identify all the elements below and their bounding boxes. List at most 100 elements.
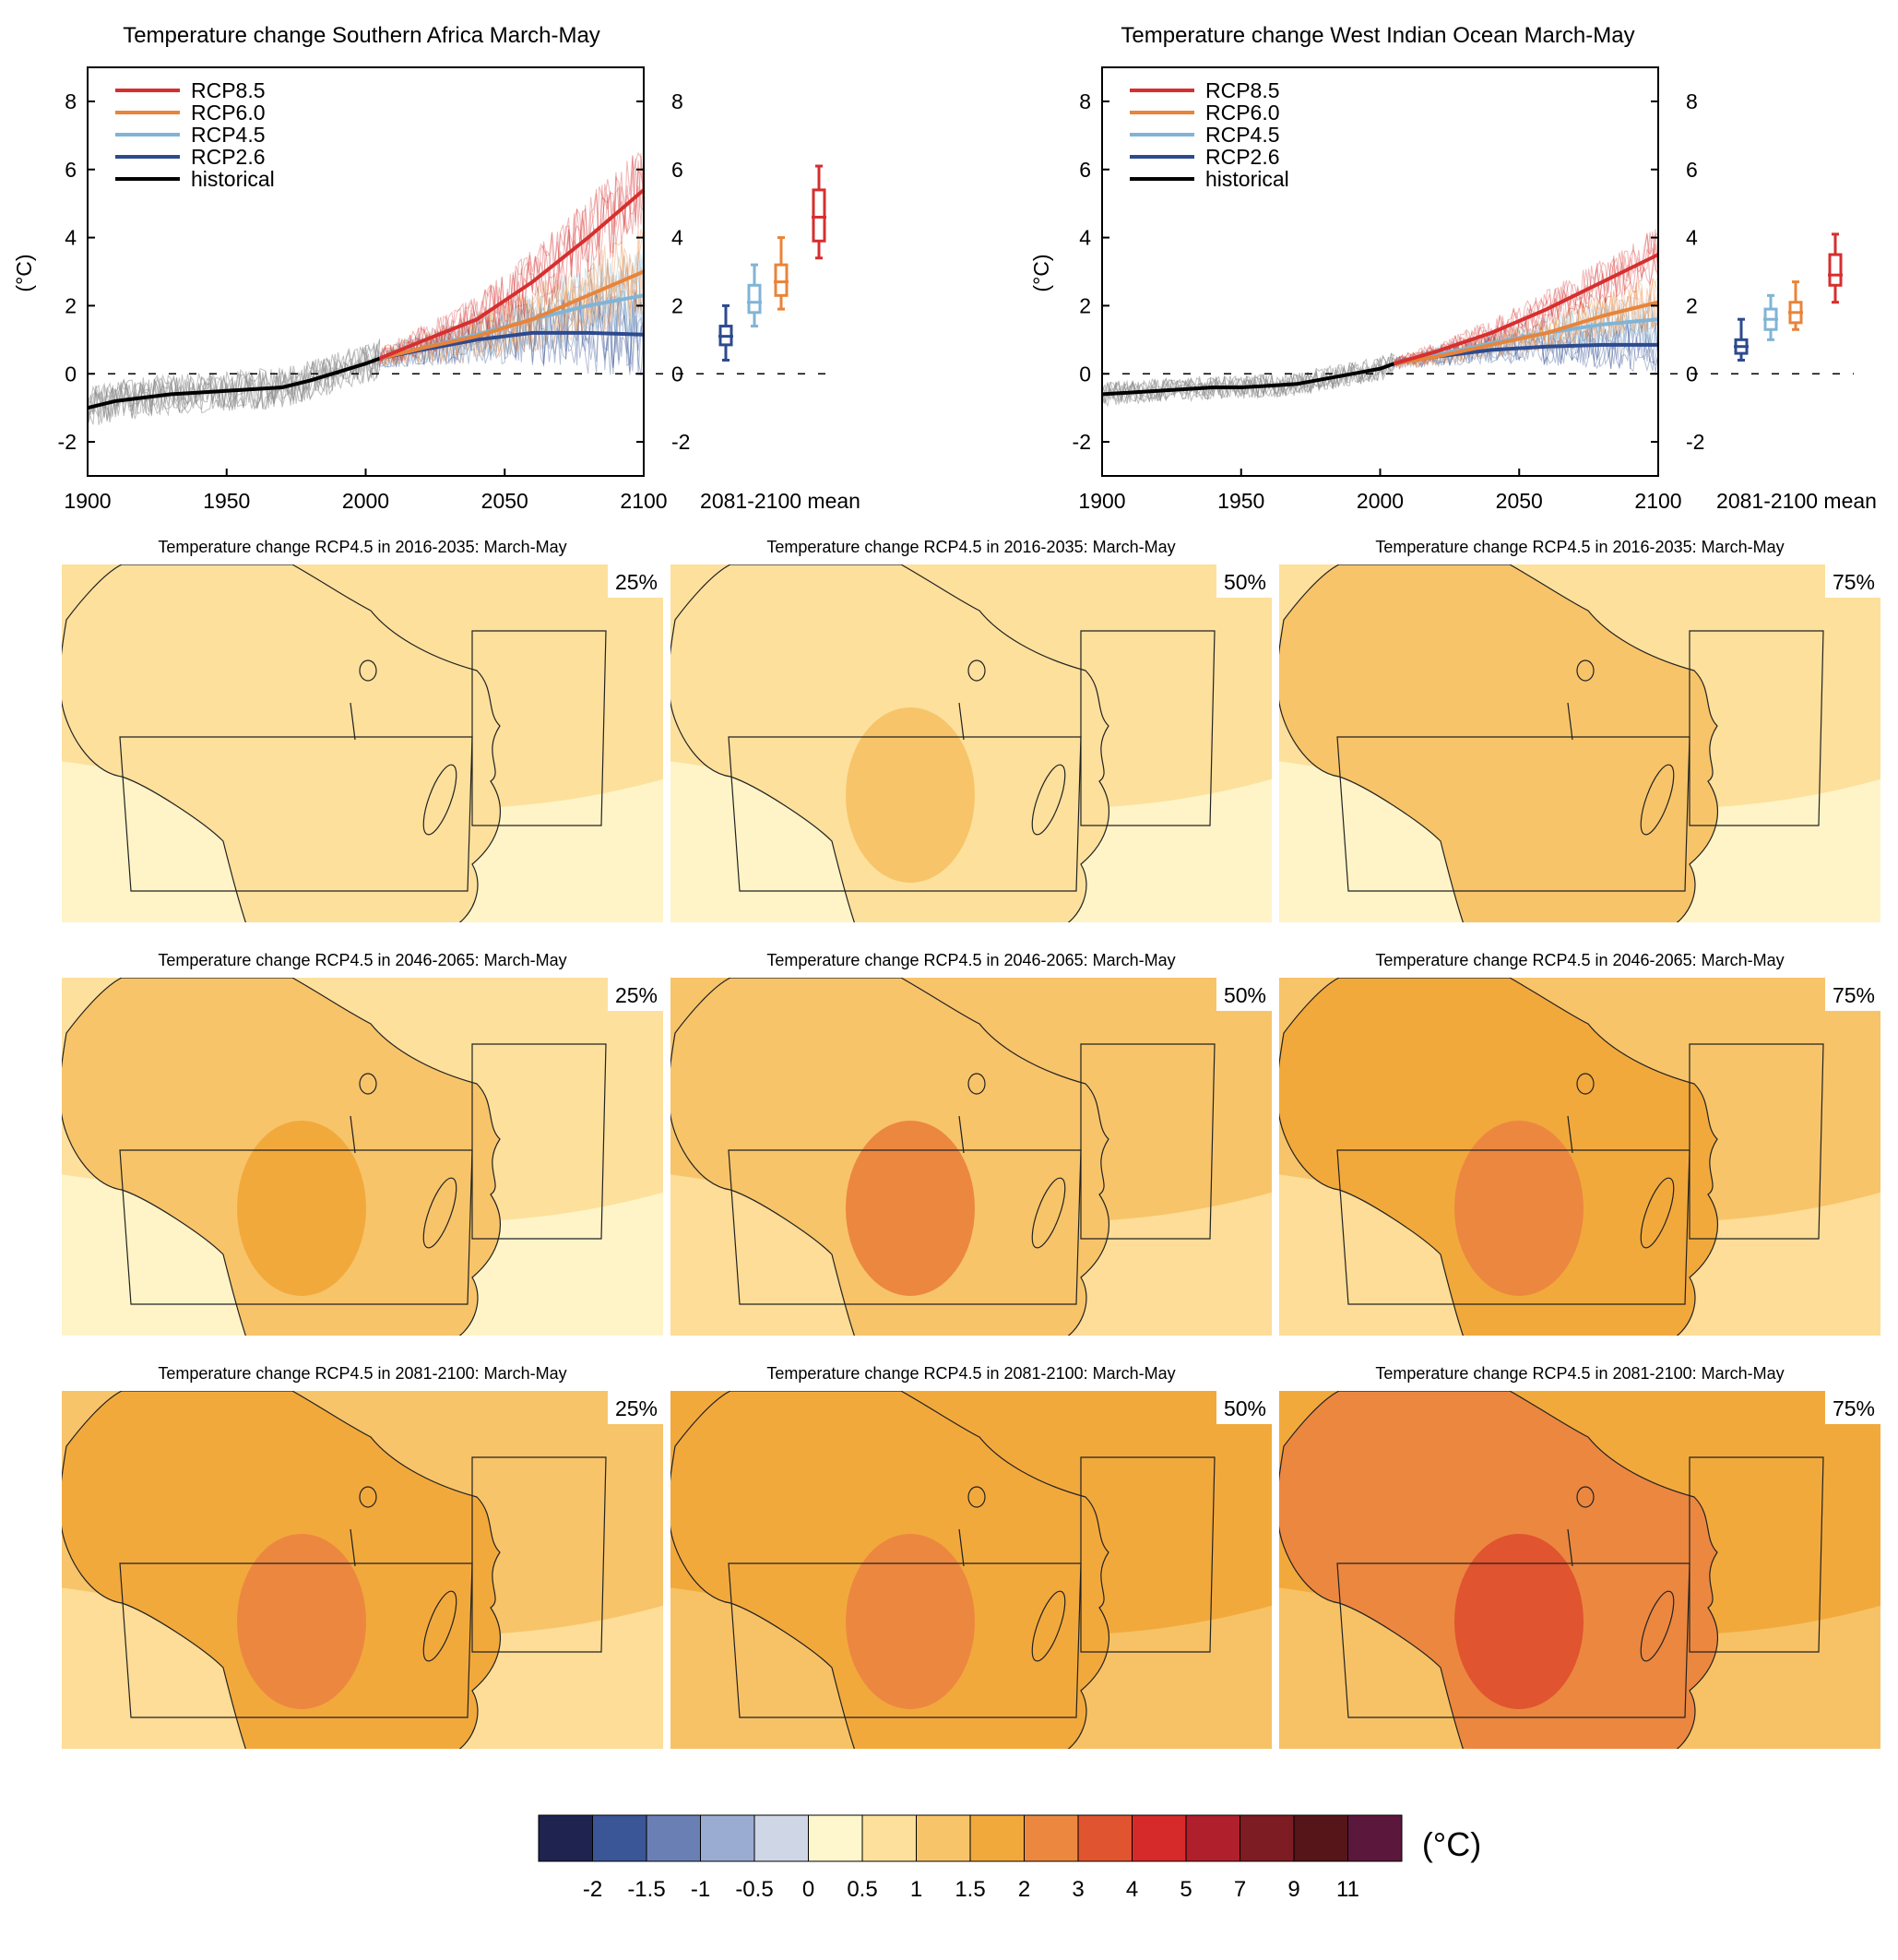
percentile-label: 50%: [1224, 570, 1266, 594]
colorbar-label: -0.5: [735, 1877, 773, 1902]
map-field: [1279, 1391, 1880, 1749]
y-ticks-right: -2 0 2 4 6 8: [636, 89, 690, 454]
ensemble-members: [87, 151, 645, 427]
y-tick-label: 8: [65, 89, 77, 113]
region-box-west-indian-ocean: [1689, 1043, 1824, 1240]
ensemble-line: [1394, 317, 1659, 370]
region-box-southern-africa: [728, 736, 1082, 892]
colorbar-label: 4: [1126, 1877, 1138, 1902]
colorbar-swatch: [1077, 1814, 1133, 1862]
x-tick-label: 2000: [1357, 489, 1404, 513]
colorbar-label: -1: [691, 1877, 710, 1902]
map-lake: [359, 1073, 377, 1095]
region-box-west-indian-ocean: [1080, 630, 1216, 826]
colorbar-swatch: [808, 1814, 863, 1862]
x-tick-label: 1900: [64, 489, 111, 513]
map-panel: Temperature change RCP4.5 in 2016-2035: …: [1279, 538, 1880, 922]
map-panel: Temperature change RCP4.5 in 2081-2100: …: [1279, 1364, 1880, 1749]
map-lake: [359, 659, 377, 682]
x-tick-label: 1950: [1217, 489, 1264, 513]
legend-entry: historical: [1205, 167, 1289, 191]
percentile-label: 75%: [1833, 983, 1875, 1007]
colorbar-label: -2: [583, 1877, 602, 1902]
x-tick-label: 2050: [481, 489, 528, 513]
map-title: Temperature change RCP4.5 in 2046-2065: …: [158, 951, 566, 969]
colorbar-label: 7: [1234, 1877, 1246, 1902]
percentile-label: 25%: [615, 570, 658, 594]
colorbar-swatch: [700, 1814, 755, 1862]
map-title: Temperature change RCP4.5 in 2016-2035: …: [766, 538, 1175, 556]
map-field: [1279, 564, 1880, 922]
y-tick-label: 6: [1079, 158, 1091, 182]
map-core-field: [237, 1121, 366, 1296]
percentile-badge-bg: [1825, 564, 1880, 598]
y-tick-label: 2: [1079, 293, 1091, 317]
percentile-badge-bg: [1216, 978, 1272, 1011]
map-core-field: [237, 707, 366, 883]
map-title: Temperature change RCP4.5 in 2081-2100: …: [766, 1364, 1175, 1383]
map-core-field: [237, 1534, 366, 1709]
chart-title: Temperature change West Indian Ocean Mar…: [1121, 23, 1634, 48]
colorbar-swatch: [1293, 1814, 1348, 1862]
series-line-rcp85: [378, 188, 646, 361]
percentile-badge-bg: [1216, 564, 1272, 598]
map-panel: Temperature change RCP4.5 in 2016-2035: …: [670, 538, 1272, 922]
region-box-southern-africa: [728, 1562, 1082, 1718]
ensemble-line: [379, 294, 645, 375]
region-box-west-indian-ocean: [471, 1456, 607, 1653]
y-axis-label: (°C): [1029, 254, 1053, 291]
map-lake: [350, 702, 356, 741]
map-core-field: [1454, 1121, 1584, 1296]
y-tick-label: -2: [58, 430, 77, 454]
map-madagascar: [1031, 1590, 1066, 1662]
colorbar-swatch: [538, 1814, 593, 1862]
y-tick-label: 6: [671, 158, 683, 182]
colorbar-swatch: [969, 1814, 1025, 1862]
map-lake: [967, 1486, 986, 1508]
y-tick-label: 0: [1686, 362, 1698, 386]
map-lake: [350, 1528, 356, 1567]
map-panel: Temperature change RCP4.5 in 2046-2065: …: [670, 951, 1272, 1336]
map-madagascar: [422, 1590, 457, 1662]
series-line-rcp85: [1394, 253, 1659, 366]
map-madagascar: [1640, 1590, 1675, 1662]
legend-entry: RCP8.5: [191, 78, 266, 102]
map-lake: [958, 1115, 965, 1154]
region-box-southern-africa: [1336, 736, 1690, 892]
percentile-badge-bg: [1825, 1391, 1880, 1424]
percentile-label: 25%: [615, 1396, 658, 1420]
percentile-badge-bg: [608, 564, 663, 598]
percentile-label: 25%: [615, 983, 658, 1007]
colorbar-swatch: [916, 1814, 971, 1862]
colorbar-label: 5: [1180, 1877, 1192, 1902]
ensemble-line: [379, 229, 645, 366]
series-line-rcp60: [379, 269, 645, 361]
region-box-southern-africa: [119, 1562, 473, 1718]
ensemble-line: [379, 254, 645, 367]
map-field: [670, 1391, 1272, 1749]
colorbar-label: 1.5: [955, 1877, 985, 1902]
colorbar: -2 -1.5 -1 -0.5 0 0.5 1 1.5 2 3 4 5 7 9 11: [538, 1814, 1403, 1902]
map-madagascar: [422, 764, 457, 836]
map-lake: [1567, 1115, 1573, 1154]
region-box-west-indian-ocean: [1689, 1456, 1824, 1653]
colorbar-swatch: [753, 1814, 809, 1862]
y-tick-label: 2: [1686, 293, 1698, 317]
map-panel: Temperature change RCP4.5 in 2016-2035: …: [62, 538, 663, 922]
box-iqr: [1828, 253, 1843, 287]
colorbar-label: -1.5: [627, 1877, 665, 1902]
series-lines: [1101, 253, 1659, 397]
region-box-west-indian-ocean: [1080, 1456, 1216, 1653]
map-lake: [958, 1528, 965, 1567]
map-title: Temperature change RCP4.5 in 2046-2065: …: [766, 951, 1175, 969]
colorbar-unit: (°C): [1422, 1825, 1481, 1863]
legend-entry: RCP6.0: [1205, 101, 1280, 125]
y-ticks-left: -2 0 2 4 6 8: [58, 89, 95, 454]
map-lake: [1576, 1486, 1595, 1508]
region-box-west-indian-ocean: [471, 630, 607, 826]
y-tick-label: 0: [1079, 362, 1091, 386]
percentile-badge-bg: [1825, 978, 1880, 1011]
colorbar-label: 11: [1336, 1877, 1359, 1902]
map-madagascar: [1640, 764, 1675, 836]
